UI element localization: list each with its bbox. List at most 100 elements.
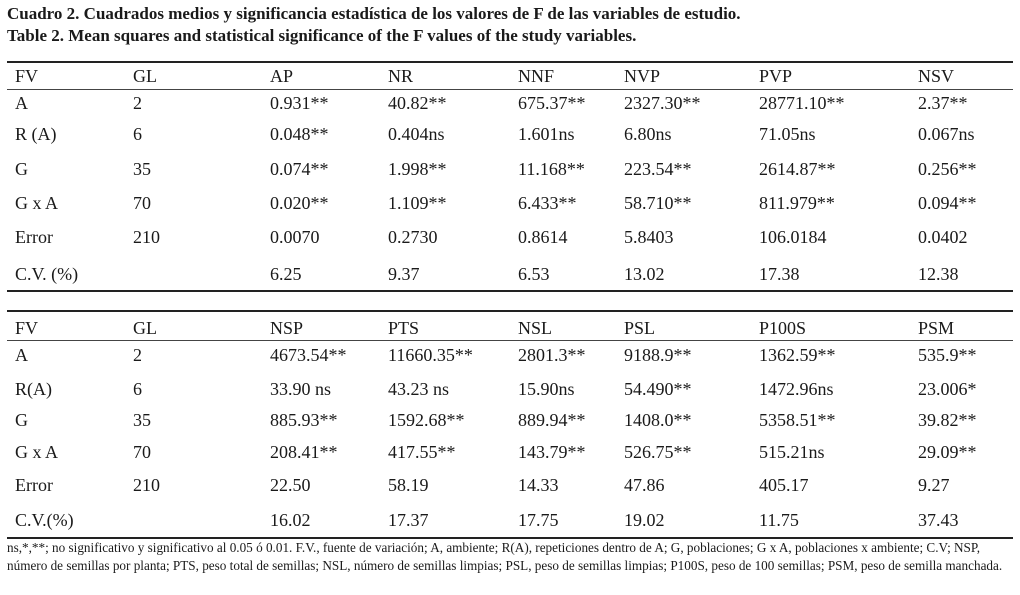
table-cell: 6.25 — [270, 264, 302, 284]
table-row: Error 210 0.0070 0.2730 0.8614 5.8403 106.0184… — [0, 225, 1020, 249]
table-cell: 811.979** — [759, 193, 835, 213]
table-cell: 2614.87** — [759, 159, 836, 179]
table-cell: 0.931** — [270, 93, 329, 113]
table-row: G 35 885.93** 1592.68** 889.94** 1408.0** 5358… — [0, 408, 1020, 432]
table-cell: 0.048** — [270, 124, 329, 144]
column-header: P100S — [759, 318, 807, 338]
table-cell: 143.79** — [518, 442, 586, 462]
row-label: R(A) — [15, 379, 52, 399]
table-cell: 1362.59** — [759, 345, 836, 365]
table-cell: 13.02 — [624, 264, 665, 284]
table-cell: 2327.30** — [624, 93, 701, 113]
table-cell: 405.17 — [759, 475, 809, 495]
row-label: R (A) — [15, 124, 57, 144]
table-cell: 526.75** — [624, 442, 692, 462]
table-cell: 2801.3** — [518, 345, 586, 365]
row-label: A — [15, 345, 28, 365]
table2-header-row: FV GL NSP PTS NSL PSL P100S PSM — [0, 316, 1020, 340]
table-cell: 0.074** — [270, 159, 329, 179]
table-cell: 4673.54** — [270, 345, 347, 365]
table-cell: 28771.10** — [759, 93, 845, 113]
table-cell: 2.37** — [918, 93, 968, 113]
table-cell: 0.020** — [270, 193, 329, 213]
table-cell: 17.37 — [388, 510, 429, 530]
table-cell: 1.998** — [388, 159, 447, 179]
row-label: C.V.(%) — [15, 510, 74, 530]
table-cell: 19.02 — [624, 510, 665, 530]
column-header: PSL — [624, 318, 656, 338]
row-label: G — [15, 410, 28, 430]
table-cell: 23.006* — [918, 379, 977, 399]
table-cell: 0.094** — [918, 193, 977, 213]
table-cell: 1592.68** — [388, 410, 465, 430]
table-row: R(A) 6 33.90 ns 43.23 ns 15.90ns 54.490** 1472… — [0, 377, 1020, 401]
table-cell: 515.21ns — [759, 442, 825, 462]
table-title-spanish: Cuadro 2. Cuadrados medios y significanc… — [7, 4, 741, 23]
table-cell: 15.90ns — [518, 379, 575, 399]
table-cell: 1408.0** — [624, 410, 692, 430]
table-row: G x A 70 208.41** 417.55** 143.79** 526.75** 5… — [0, 440, 1020, 464]
table-cell: 47.86 — [624, 475, 665, 495]
table-cell: 0.0402 — [918, 227, 968, 247]
column-header: PTS — [388, 318, 420, 338]
table-cell: 35 — [133, 410, 151, 430]
table-cell: 0.8614 — [518, 227, 568, 247]
row-label: Error — [15, 475, 53, 495]
table-cell: 2 — [133, 345, 142, 365]
table-cell: 1.601ns — [518, 124, 575, 144]
column-header: NR — [388, 66, 414, 86]
table-row: A 2 0.931** 40.82** 675.37** 2327.30** 28771.1… — [0, 91, 1020, 115]
table-cell: 16.02 — [270, 510, 311, 530]
table-cell: 9.37 — [388, 264, 420, 284]
table-cell: 6.433** — [518, 193, 577, 213]
table-row: A 2 4673.54** 11660.35** 2801.3** 9188.9** 136… — [0, 343, 1020, 367]
table-cell: 37.43 — [918, 510, 959, 530]
row-label: Error — [15, 227, 53, 247]
column-header: FV — [15, 66, 39, 86]
table-cell: 6.53 — [518, 264, 550, 284]
row-label: G x A — [15, 193, 59, 213]
table-cell: 6.80ns — [624, 124, 672, 144]
table-cell: 223.54** — [624, 159, 692, 179]
table-cell: 208.41** — [270, 442, 338, 462]
column-header: AP — [270, 66, 294, 86]
table1-header-rule — [7, 89, 1013, 90]
table-cell: 675.37** — [518, 93, 586, 113]
row-label: C.V. (%) — [15, 264, 79, 284]
table-row: G 35 0.074** 1.998** 11.168** 223.54** 2614.87… — [0, 157, 1020, 181]
table-row: C.V. (%) 6.25 9.37 6.53 13.02 17.38 12.38 — [0, 262, 1020, 286]
table-footnote: ns,*,**; no significativo y significativ… — [7, 540, 1003, 573]
table1-bottom-rule — [7, 290, 1013, 292]
table-cell: 0.256** — [918, 159, 977, 179]
table-cell: 35 — [133, 159, 151, 179]
table1-header-row: FV GL AP NR NNF NVP PVP NSV — [0, 64, 1020, 88]
column-header: NSP — [270, 318, 304, 338]
table-cell: 29.09** — [918, 442, 977, 462]
table-cell: 106.0184 — [759, 227, 827, 247]
table-cell: 40.82** — [388, 93, 447, 113]
table-row: C.V.(%) 16.02 17.37 17.75 19.02 11.75 37.43 — [0, 508, 1020, 532]
table-cell: 210 — [133, 475, 160, 495]
table-cell: 5358.51** — [759, 410, 836, 430]
table-cell: 11660.35** — [388, 345, 473, 365]
table-cell: 210 — [133, 227, 160, 247]
column-header: NVP — [624, 66, 661, 86]
table-cell: 70 — [133, 193, 151, 213]
table-cell: 0.0070 — [270, 227, 320, 247]
table-cell: 2 — [133, 93, 142, 113]
column-header: NSL — [518, 318, 553, 338]
table-row: G x A 70 0.020** 1.109** 6.433** 58.710** 811.… — [0, 191, 1020, 215]
column-header: PVP — [759, 66, 793, 86]
table-row: R (A) 6 0.048** 0.404ns 1.601ns 6.80ns 71.05ns… — [0, 122, 1020, 146]
table-cell: 417.55** — [388, 442, 456, 462]
table-cell: 17.38 — [759, 264, 800, 284]
table-cell: 71.05ns — [759, 124, 816, 144]
table2-top-rule — [7, 310, 1013, 312]
table-cell: 58.710** — [624, 193, 692, 213]
table-cell: 9188.9** — [624, 345, 692, 365]
table-cell: 9.27 — [918, 475, 950, 495]
table2-bottom-rule — [7, 537, 1013, 539]
table-cell: 22.50 — [270, 475, 311, 495]
table-cell: 889.94** — [518, 410, 586, 430]
table-cell: 17.75 — [518, 510, 559, 530]
